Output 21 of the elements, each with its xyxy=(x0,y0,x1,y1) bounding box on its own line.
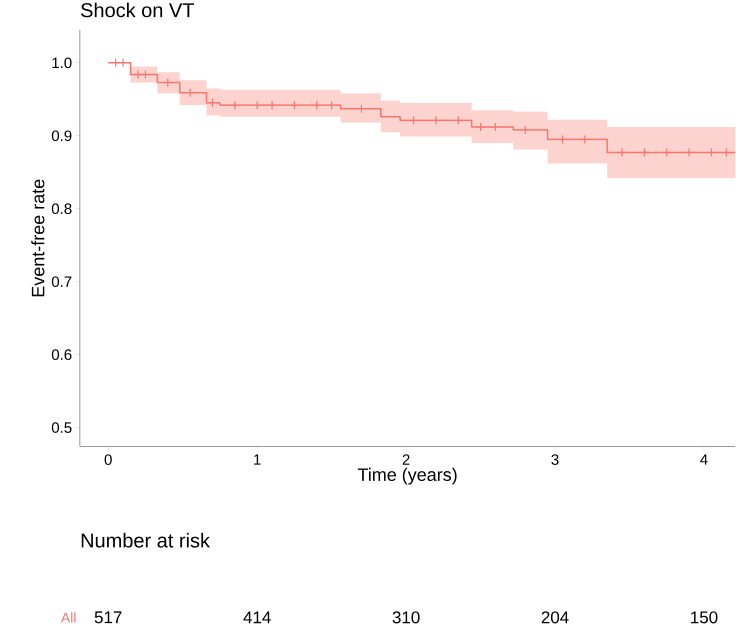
x-tick-label: 1 xyxy=(254,454,261,464)
x-tick-label: 2 xyxy=(402,454,410,465)
y-tick-label: 0.7 xyxy=(52,276,72,287)
x-tick-label: 4 xyxy=(700,454,708,464)
text: 150 xyxy=(691,611,718,624)
text: 517 xyxy=(94,611,122,624)
x-axis-title: Time (years) xyxy=(358,468,457,484)
y-tick-label: 0.9 xyxy=(52,130,72,141)
x-tick-label: 3 xyxy=(551,454,559,465)
text: 414 xyxy=(243,611,271,624)
y-tick-label: 1.0 xyxy=(52,57,72,68)
text: All xyxy=(60,612,76,622)
y-tick-label: 0.6 xyxy=(52,349,72,360)
x-tick-label: 0 xyxy=(104,454,112,465)
text: Number at risk xyxy=(82,532,210,548)
y-axis-title: Event-free rate xyxy=(31,179,44,296)
text: 310 xyxy=(392,611,420,624)
y-tick-label: 0.8 xyxy=(52,203,72,214)
text: 204 xyxy=(542,611,569,624)
chart-title: Shock on VT xyxy=(81,2,194,18)
y-tick-label: 0.5 xyxy=(52,422,72,433)
